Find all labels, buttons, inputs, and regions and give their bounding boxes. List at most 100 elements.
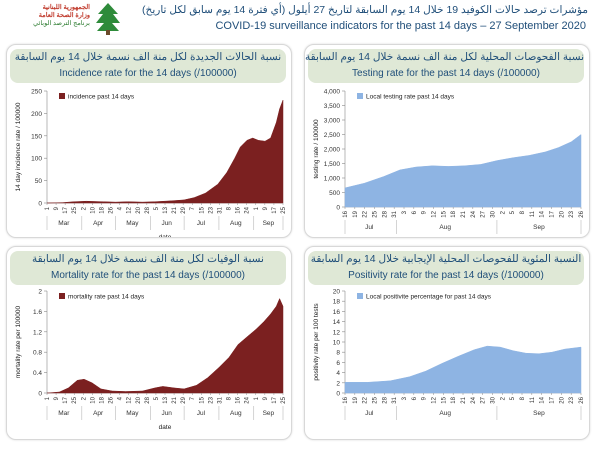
month-label: May <box>126 410 139 417</box>
testing-panel: نسبة الفحوصات المحلية لكل منة الف نسمة خ… <box>304 44 590 238</box>
x-tick-label: 12 <box>127 396 133 403</box>
y-tick-label: 0 <box>38 391 42 398</box>
x-tick-label: 25 <box>373 396 379 403</box>
x-tick-label: 2 <box>81 206 87 210</box>
page-header: الجمهورية اللبنانية وزارة الصحة العامة ب… <box>0 0 600 38</box>
x-tick-label: 5 <box>154 396 160 400</box>
month-label: Sep <box>533 410 545 417</box>
month-label: May <box>126 220 139 227</box>
panel-title-banner: نسبة الفحوصات المحلية لكل منة الف نسمة خ… <box>305 49 584 83</box>
y-tick-label: 1.6 <box>33 309 42 316</box>
x-tick-label: 27 <box>481 396 487 403</box>
y-tick-label: 500 <box>329 190 340 197</box>
panel-title-arabic: النسبة المئوية للفحوصات المحلية الإيجابي… <box>310 253 582 265</box>
y-tick-label: 20 <box>333 289 341 296</box>
positivity-panel: النسبة المئوية للفحوصات المحلية الإيجابي… <box>304 246 590 440</box>
x-tick-label: 28 <box>145 206 151 213</box>
x-tick-label: 30 <box>491 396 497 403</box>
x-tick-label: 11 <box>530 210 536 217</box>
x-tick-label: 13 <box>163 206 169 213</box>
x-tick-label: 9 <box>263 396 269 400</box>
x-tick-label: 26 <box>109 206 115 213</box>
x-tick-label: 20 <box>559 396 565 403</box>
month-label: Apr <box>93 410 104 417</box>
x-tick-label: 28 <box>382 396 388 403</box>
month-label: Sep <box>263 410 275 417</box>
series-area <box>46 99 284 204</box>
x-tick-label: 23 <box>569 210 575 217</box>
x-tick-label: 27 <box>481 210 487 217</box>
y-tick-label: 0 <box>38 201 42 208</box>
y-tick-label: 1,000 <box>324 176 341 183</box>
x-tick-label: 5 <box>154 206 160 210</box>
panel-title-banner: النسبة المئوية للفحوصات المحلية الإيجابي… <box>308 251 584 285</box>
y-tick-label: 2 <box>336 380 340 387</box>
logo-text: الجمهورية اللبنانية وزارة الصحة العامة ب… <box>4 4 90 28</box>
x-tick-label: 8 <box>520 396 526 400</box>
legend-swatch <box>59 293 65 299</box>
panel-title-english: Mortality rate for the past 14 days (/10… <box>51 270 245 281</box>
x-tick-label: 7 <box>190 396 196 400</box>
x-tick-label: 11 <box>530 396 536 403</box>
panel-title-arabic: نسبة الفحوصات المحلية لكل منة الف نسمة خ… <box>305 51 584 63</box>
x-tick-label: 17 <box>63 396 69 403</box>
y-tick-label: 250 <box>31 89 42 96</box>
x-tick-label: 2 <box>500 210 506 214</box>
x-tick-label: 9 <box>54 396 60 400</box>
x-tick-label: 16 <box>236 206 242 213</box>
legend-label: Local testing rate past 14 days <box>366 94 455 101</box>
x-tick-label: 26 <box>579 396 585 403</box>
y-tick-label: 200 <box>31 111 42 118</box>
month-label: Sep <box>533 224 545 231</box>
month-label: Jun <box>161 410 172 417</box>
x-tick-label: 9 <box>422 210 428 214</box>
y-tick-label: 2,000 <box>324 147 341 154</box>
y-tick-label: 0.4 <box>33 370 42 377</box>
legend-swatch <box>357 293 363 299</box>
x-tick-label: 1 <box>45 396 51 400</box>
x-tick-label: 29 <box>181 396 187 403</box>
y-tick-label: 18 <box>333 299 341 306</box>
title-english: COVID-19 surveillance indicators for the… <box>215 20 586 32</box>
x-tick-label: 26 <box>579 210 585 217</box>
logo-line-1: الجمهورية اللبنانية <box>42 4 90 11</box>
x-tick-label: 12 <box>127 206 133 213</box>
x-tick-label: 10 <box>90 396 96 403</box>
y-tick-label: 0 <box>336 391 340 398</box>
x-tick-label: 20 <box>136 396 142 403</box>
month-label: Mar <box>58 410 70 417</box>
x-tick-label: 25 <box>373 210 379 217</box>
mortality-chart: 0 0.4 0.8 1.2 1.6 2 mortality rate per 100000 1… <box>15 289 287 432</box>
y-tick-label: 3,500 <box>324 103 341 110</box>
x-tick-label: 16 <box>343 210 349 217</box>
x-tick-label: 15 <box>199 396 205 403</box>
x-tick-label: 23 <box>569 396 575 403</box>
x-tick-label: 3 <box>402 396 408 400</box>
x-tick-label: 31 <box>217 206 223 213</box>
x-tick-label: 5 <box>510 396 516 400</box>
x-tick-label: 16 <box>236 396 242 403</box>
x-tick-label: 8 <box>520 210 526 214</box>
testing-chart: 0 500 1,000 1,500 2,000 2,500 3,000 3,500 4,000 t… <box>313 89 585 234</box>
x-tick-label: 12 <box>432 396 438 403</box>
x-tick-label: 18 <box>451 396 457 403</box>
x-tick-label: 26 <box>109 396 115 403</box>
x-tick-label: 6 <box>412 210 418 214</box>
x-tick-label: 21 <box>172 206 178 213</box>
x-tick-label: 1 <box>45 206 51 210</box>
x-tick-label: 17 <box>272 396 278 403</box>
x-tick-label: 20 <box>559 210 565 217</box>
legend-swatch <box>357 93 363 99</box>
legend-label: mortality rate past 14 days <box>68 294 145 301</box>
y-tick-label: 14 <box>333 319 341 326</box>
panel-title-arabic: نسبة الوفيات لكل منة الف نسمة خلال 14 يو… <box>32 253 264 265</box>
month-label: Jul <box>197 410 206 417</box>
x-tick-label: 24 <box>245 206 251 213</box>
x-tick-label: 6 <box>412 396 418 400</box>
x-tick-label: 8 <box>227 206 233 210</box>
month-label: Apr <box>93 220 104 227</box>
x-tick-label: 29 <box>181 206 187 213</box>
incidence-panel: نسبة الحالات الجديدة لكل منة الف نسمة خل… <box>6 44 292 238</box>
x-tick-label: 18 <box>99 396 105 403</box>
x-tick-label: 1 <box>254 396 260 400</box>
